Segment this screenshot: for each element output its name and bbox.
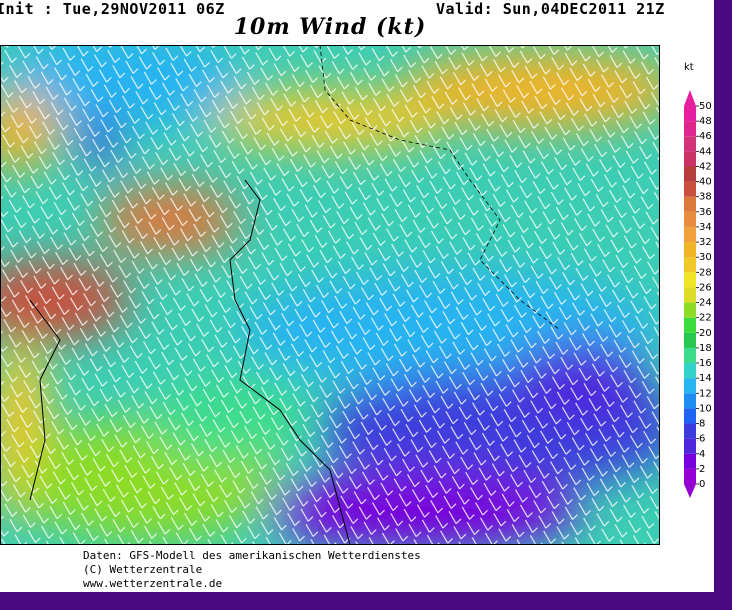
color-bin bbox=[684, 151, 696, 167]
colorbar-label: 6 bbox=[699, 434, 705, 445]
colorbar-label: 4 bbox=[699, 449, 705, 460]
color-bin bbox=[684, 181, 696, 197]
color-bin bbox=[684, 393, 696, 409]
colorbar-label: 42 bbox=[699, 161, 712, 172]
colorbar-label: 20 bbox=[699, 328, 712, 339]
colorbar-label: 0 bbox=[699, 479, 705, 490]
colorbar-label: 38 bbox=[699, 192, 712, 203]
colorbar-label: 16 bbox=[699, 358, 712, 369]
color-bin bbox=[684, 106, 696, 122]
colorbar-label: 40 bbox=[699, 177, 712, 188]
map-title: 10m Wind (kt) bbox=[233, 14, 427, 40]
colorbar-label: 26 bbox=[699, 282, 712, 293]
colorbar-cap bbox=[684, 484, 696, 498]
color-bin bbox=[684, 332, 696, 348]
color-bin bbox=[684, 166, 696, 182]
frame-border bbox=[0, 592, 732, 610]
color-bin bbox=[684, 438, 696, 454]
colorbar-label: 50 bbox=[699, 101, 712, 112]
colorbar: 0246810121416182022242628303234363840424… bbox=[684, 90, 712, 498]
colorbar-label: 48 bbox=[699, 116, 712, 127]
colorbar-unit: kt bbox=[684, 62, 694, 73]
colorbar-label: 32 bbox=[699, 237, 712, 248]
footer-line: (C) Wetterzentrale bbox=[83, 563, 203, 576]
colorbar-label: 46 bbox=[699, 131, 712, 142]
color-bin bbox=[684, 242, 696, 258]
map-frame bbox=[0, 45, 660, 545]
color-bin bbox=[684, 423, 696, 439]
border bbox=[319, 45, 561, 331]
color-bin bbox=[684, 347, 696, 364]
colorbar-label: 8 bbox=[699, 419, 705, 430]
colorbar-label: 14 bbox=[699, 373, 712, 384]
colorbar-label: 34 bbox=[699, 222, 712, 233]
coastline bbox=[29, 299, 61, 501]
color-bin bbox=[684, 121, 696, 137]
color-bin bbox=[684, 272, 696, 288]
color-bin bbox=[684, 378, 696, 394]
color-bin bbox=[684, 136, 696, 152]
colorbar-cap bbox=[684, 90, 696, 106]
wind-field bbox=[0, 45, 660, 545]
color-bin bbox=[684, 287, 696, 303]
colorbar-label: 22 bbox=[699, 313, 712, 324]
footer-line: www.wetterzentrale.de bbox=[83, 577, 223, 590]
color-bin bbox=[684, 468, 696, 484]
colorbar-label: 36 bbox=[699, 207, 712, 218]
colorbar-label: 30 bbox=[699, 252, 712, 263]
color-bin bbox=[684, 257, 696, 273]
colorbar-label: 24 bbox=[699, 298, 712, 309]
colorbar-label: 12 bbox=[699, 388, 712, 399]
colorbar-label: 2 bbox=[699, 464, 705, 475]
color-bin bbox=[684, 317, 696, 333]
valid-time: Valid: Sun,04DEC2011 21Z bbox=[436, 0, 665, 18]
color-bin bbox=[684, 408, 696, 424]
colorbar-label: 10 bbox=[699, 403, 712, 414]
colorbar-label: 28 bbox=[699, 267, 712, 278]
color-bin bbox=[684, 363, 696, 379]
map: kt 0246810121416182022242628303234363840… bbox=[0, 45, 712, 545]
color-bin bbox=[684, 226, 696, 243]
init-time: Init : Tue,29NOV2011 06Z bbox=[0, 0, 225, 18]
color-bin bbox=[684, 196, 696, 212]
colorbar-label: 44 bbox=[699, 146, 712, 157]
color-bin bbox=[684, 302, 696, 318]
frame-border bbox=[714, 0, 732, 610]
colorbar-label: 18 bbox=[699, 343, 712, 354]
coastline bbox=[229, 179, 351, 545]
color-bin bbox=[684, 211, 696, 227]
color-bin bbox=[684, 453, 696, 469]
footer-line: Daten: GFS-Modell des amerikanischen Wet… bbox=[83, 549, 421, 562]
